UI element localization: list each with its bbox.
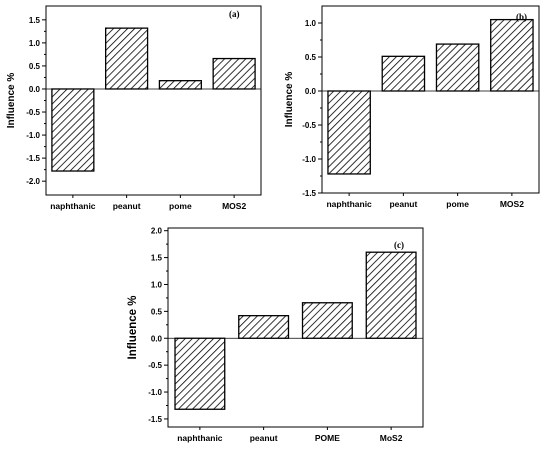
y-axis-label: Influence % [6, 73, 17, 129]
y-tick-label: -1.5 [302, 189, 316, 198]
x-category-label: peanut [113, 201, 141, 211]
bar-peanut [105, 27, 149, 90]
y-tick-label: 0.5 [151, 307, 163, 316]
y-tick-label: 0.0 [151, 334, 163, 343]
y-tick-label: -0.5 [148, 361, 162, 370]
x-category-label: naphthanic [177, 433, 223, 443]
x-category-label: pome [169, 201, 192, 211]
bar-pome [301, 302, 353, 339]
y-tick-label: 0.5 [29, 62, 41, 71]
y-tick-label: -1.5 [148, 415, 162, 424]
y-tick-label: 1.0 [29, 39, 41, 48]
bar-pome [158, 80, 202, 90]
plot-frame [321, 5, 540, 194]
x-category-label: naphthanic [50, 201, 96, 211]
y-tick-label: -1.0 [26, 131, 40, 140]
x-category-label: POME [315, 433, 340, 443]
y-axis-label: Influence % [284, 72, 295, 128]
chart-panel-2: -1.5 -1.0 -0.5 0.0 0.5 1.0 naphthanic peanut pom… [284, 5, 540, 209]
panel-label: (b) [516, 12, 527, 22]
y-tick-label: -1.0 [148, 388, 162, 397]
y-axis-label: Influence % [127, 296, 139, 360]
bar-mos2 [212, 57, 256, 90]
bar-naphthanic [174, 337, 226, 410]
y-tick-label: 0.5 [305, 53, 317, 62]
y-tick-label: -2.0 [26, 177, 40, 186]
y-tick-label: 1.0 [151, 280, 163, 289]
y-tick-label: -0.5 [26, 108, 40, 117]
x-category-label: MOS2 [500, 199, 524, 209]
bar-mos2 [490, 18, 534, 92]
x-category-label: peanut [250, 433, 278, 443]
x-category-label: pome [446, 199, 469, 209]
bar-naphthanic [327, 90, 371, 175]
bar-peanut [381, 55, 426, 92]
x-category-label: naphthanic [326, 199, 372, 209]
y-tick-label: 0.0 [29, 85, 41, 94]
panel-label: (a) [229, 9, 240, 19]
bar-peanut [238, 315, 290, 339]
x-category-label: MOS2 [222, 201, 246, 211]
y-tick-label: 1.5 [151, 254, 163, 263]
x-category-label: MoS2 [380, 433, 403, 443]
y-tick-label: 0.0 [305, 87, 317, 96]
bar-mos2 [365, 251, 417, 339]
bar-naphthanic [51, 88, 95, 172]
x-category-label: peanut [389, 199, 417, 209]
y-tick-label: -1.5 [26, 154, 40, 163]
y-tick-label: 1.5 [29, 16, 41, 25]
y-tick-label: 1.0 [305, 19, 317, 28]
y-tick-label: -1.0 [302, 155, 316, 164]
chart-panel-1: -2.0 -1.5 -1.0 -0.5 0.0 0.5 1.0 1.5 naphthanic pe… [6, 5, 262, 211]
bar-pome [435, 43, 480, 92]
y-tick-label: 2.0 [151, 227, 163, 236]
panel-label: (c) [394, 240, 404, 250]
y-tick-label: -0.5 [302, 121, 316, 130]
plot-frame [167, 227, 424, 428]
chart-panel-3: -1.5 -1.0 -0.5 0.0 0.5 1.0 1.5 2.0 naphthanic pea… [127, 227, 424, 443]
